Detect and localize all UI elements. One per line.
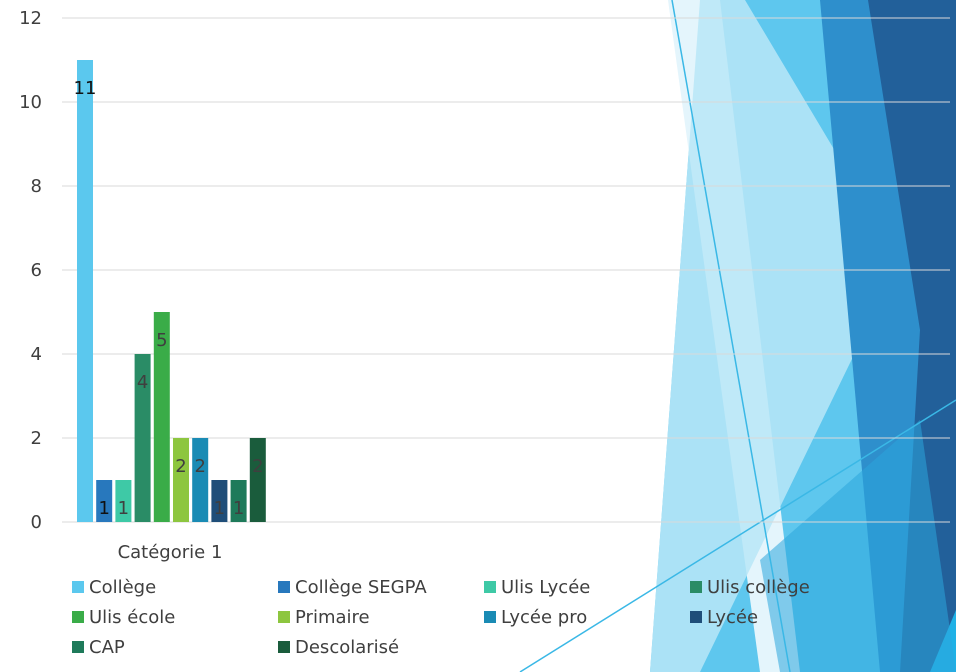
data-label: 1 [98,498,109,519]
legend-label: Descolarisé [295,636,400,658]
data-label: 2 [252,456,263,477]
legend-swatch [72,581,84,593]
legend-swatch [484,581,496,593]
legend-label: Collège SEGPA [295,576,427,598]
bars [77,60,266,522]
legend-swatch [690,581,702,593]
bar [211,480,228,522]
data-label: 5 [156,330,167,351]
legend-swatch [690,611,702,623]
legend: Collège Collège SEGPA Ulis Lycée Ulis collè… [72,573,952,661]
legend-label: Lycée [707,606,759,628]
legend-swatch [278,581,290,593]
bar [134,354,151,522]
legend-swatch [484,611,496,623]
legend-label: Lycée pro [501,606,588,628]
y-tick-label: 4 [31,344,42,365]
data-label: 1 [214,498,225,519]
legend-item: Collège SEGPA [278,573,484,601]
bar [249,438,266,522]
y-tick-label: 2 [31,428,42,449]
legend-label: Ulis collège [707,576,810,598]
legend-item: Ulis Lycée [484,573,690,601]
data-label: 2 [194,456,205,477]
legend-swatch [72,611,84,623]
data-label: 1 [118,498,129,519]
y-axis-ticks: 0 2 4 6 8 10 12 [19,8,42,533]
legend-item: Collège [72,573,278,601]
legend-label: Primaire [295,606,370,628]
legend-swatch [278,641,290,653]
data-label: 1 [233,498,244,519]
legend-label: Ulis Lycée [501,576,591,598]
y-tick-label: 10 [19,92,42,113]
legend-label: Ulis école [89,606,176,628]
data-label: 4 [137,372,148,393]
legend-item: Primaire [278,603,484,631]
legend-item: Lycée [690,603,896,631]
legend-item: Descolarisé [278,633,484,661]
legend-swatch [278,611,290,623]
legend-label: CAP [89,636,125,658]
data-label: 11 [74,78,97,99]
bar [77,60,93,522]
legend-item: Lycée pro [484,603,690,631]
legend-swatch [72,641,84,653]
data-label: 2 [175,456,186,477]
legend-item: CAP [72,633,278,661]
legend-item: Ulis collège [690,573,896,601]
bar [173,438,189,522]
legend-label: Collège [89,576,157,598]
bar [230,480,247,522]
bar [96,480,113,522]
legend-item: Ulis école [72,603,278,631]
gridlines [62,17,950,523]
x-tick-label: Catégorie 1 [118,542,223,563]
y-tick-label: 12 [19,8,42,29]
y-tick-label: 0 [31,512,42,533]
y-tick-label: 8 [31,176,42,197]
bar [153,312,170,522]
y-tick-label: 6 [31,260,42,281]
bar [115,480,132,522]
bar [192,438,209,522]
